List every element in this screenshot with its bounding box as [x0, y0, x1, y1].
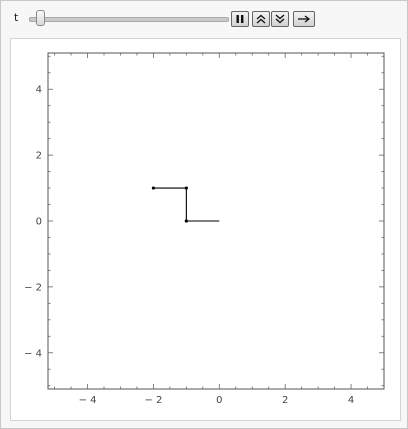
parameter-label: t — [14, 11, 19, 24]
data-point — [184, 219, 188, 223]
x-tick-label: − 2 — [144, 395, 162, 406]
slider-thumb[interactable] — [35, 10, 45, 26]
slower-button[interactable] — [271, 11, 289, 27]
y-tick-label: − 4 — [24, 348, 42, 359]
slider-track[interactable] — [29, 17, 229, 22]
arrow-right-icon — [298, 15, 311, 23]
x-tick-label: − 4 — [79, 395, 97, 406]
data-point — [184, 186, 188, 190]
pause-button[interactable] — [231, 11, 249, 27]
series-layer — [151, 186, 220, 223]
x-tick-label: 2 — [282, 395, 288, 406]
tick-labels: − 4 − 2 0 2 4 − 4 − 2 0 2 4 — [24, 85, 354, 406]
pause-icon — [236, 15, 244, 23]
series-line — [153, 187, 220, 222]
y-tick-label: − 2 — [24, 282, 42, 293]
x-tick-label: 0 — [216, 395, 222, 406]
plot-panel: − 4 − 2 0 2 4 − 4 − 2 0 2 4 — [10, 38, 401, 421]
data-point — [151, 186, 156, 190]
animation-controls: t — [1, 1, 407, 35]
x-tick-label: 4 — [348, 395, 354, 406]
direction-button[interactable] — [293, 11, 315, 27]
double-chevron-down-icon — [275, 14, 285, 24]
y-tick-label: 0 — [36, 217, 42, 228]
faster-button[interactable] — [252, 11, 270, 27]
y-tick-label: 4 — [36, 85, 42, 96]
y-tick-label: 2 — [36, 151, 42, 162]
axis-ticks — [48, 53, 385, 389]
plot: − 4 − 2 0 2 4 − 4 − 2 0 2 4 — [24, 52, 385, 406]
double-chevron-up-icon — [256, 14, 266, 24]
